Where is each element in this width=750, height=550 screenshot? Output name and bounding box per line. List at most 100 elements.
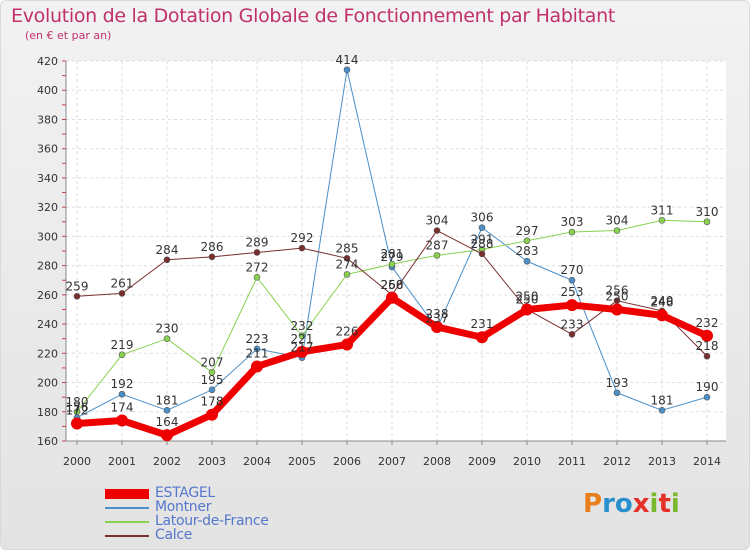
data-point-latour-de-france (298, 332, 306, 340)
data-point-montner (478, 224, 486, 231)
data-point-estagel (566, 299, 578, 312)
data-label-estagel: 246 (651, 295, 674, 309)
legend-item: Calce (105, 527, 345, 544)
data-point-latour-de-france (613, 227, 621, 234)
data-point-estagel (701, 329, 713, 342)
data-point-estagel (386, 291, 398, 304)
data-point-latour-de-france (73, 408, 81, 416)
x-tick-label: 2005 (288, 455, 316, 468)
data-point-calce (163, 256, 171, 264)
logo-letter: t (658, 489, 671, 519)
x-tick-label: 2008 (423, 455, 451, 468)
data-label-montner: 270 (561, 263, 584, 277)
chart-title: Evolution de la Dotation Globale de Fonc… (11, 5, 616, 27)
legend-item: Latour-de-France (105, 513, 345, 530)
data-label-montner: 193 (606, 376, 629, 390)
data-point-estagel (341, 338, 353, 351)
y-tick-label: 420 (37, 55, 58, 68)
data-label-calce: 288 (471, 237, 494, 251)
y-tick-label: 360 (37, 143, 58, 156)
data-label-estagel: 211 (246, 346, 269, 360)
data-point-estagel (116, 414, 128, 427)
data-point-montner (253, 345, 261, 353)
legend-item: ESTAGEL (105, 485, 345, 502)
data-point-estagel (206, 408, 218, 421)
data-label-estagel: 164 (156, 415, 179, 429)
data-label-calce: 259 (66, 279, 89, 293)
y-tick-label: 300 (37, 230, 58, 243)
legend-swatch (105, 489, 149, 499)
data-label-latour-de-france: 310 (696, 205, 719, 219)
data-label-latour-de-france: 219 (111, 338, 134, 352)
data-label-estagel: 231 (471, 317, 494, 331)
data-point-estagel (656, 309, 668, 322)
data-point-calce (118, 290, 126, 297)
data-point-estagel (296, 345, 308, 358)
legend-item: Montner (105, 499, 345, 516)
proxiti-logo: Proxiti (583, 489, 680, 519)
data-label-calce: 285 (336, 241, 359, 255)
data-point-estagel (251, 360, 263, 373)
data-point-latour-de-france (163, 335, 171, 342)
data-label-montner: 181 (156, 393, 179, 407)
data-point-latour-de-france (253, 274, 261, 281)
data-label-latour-de-france: 230 (156, 322, 179, 336)
data-point-latour-de-france (388, 260, 396, 268)
x-tick-label: 2006 (333, 455, 361, 468)
data-point-calce (703, 352, 711, 360)
data-point-montner (208, 386, 216, 394)
x-tick-label: 2003 (198, 455, 226, 468)
x-tick-label: 2014 (693, 455, 721, 468)
data-label-calce: 260 (381, 278, 404, 292)
data-label-latour-de-france: 232 (291, 319, 314, 333)
data-label-calce: 292 (291, 231, 314, 245)
logo-letter: x (632, 489, 650, 519)
legend-swatch (105, 507, 149, 509)
logo-letter: i (649, 489, 659, 519)
data-label-calce: 289 (246, 235, 269, 249)
data-label-montner: 223 (246, 332, 269, 346)
data-point-calce (73, 293, 81, 300)
data-label-montner: 190 (696, 380, 719, 394)
data-point-latour-de-france (208, 369, 216, 376)
data-label-estagel: 253 (561, 285, 584, 299)
data-label-latour-de-france: 272 (246, 260, 269, 274)
data-point-calce (298, 244, 306, 252)
data-label-latour-de-france: 291 (471, 233, 494, 247)
data-label-estagel: 178 (201, 395, 224, 409)
data-label-estagel: 226 (336, 325, 359, 339)
y-tick-label: 160 (37, 435, 58, 448)
data-point-calce (433, 227, 441, 234)
data-point-montner (523, 257, 531, 265)
data-label-latour-de-france: 274 (336, 257, 359, 271)
data-label-estagel: 232 (696, 316, 719, 330)
data-label-latour-de-france: 287 (426, 238, 449, 252)
data-label-montner: 176 (66, 401, 89, 415)
data-point-montner (118, 390, 126, 398)
data-point-calce (208, 253, 216, 261)
x-tick-label: 2001 (108, 455, 136, 468)
legend-swatch (105, 521, 149, 523)
legend-label: Calce (155, 527, 193, 543)
data-label-latour-de-france: 297 (516, 224, 539, 238)
data-point-estagel (161, 429, 173, 442)
y-tick-label: 380 (37, 113, 58, 126)
data-label-montner: 414 (336, 53, 359, 67)
data-label-latour-de-france: 304 (606, 214, 629, 228)
data-label-montner: 306 (471, 211, 494, 225)
x-tick-label: 2012 (603, 455, 631, 468)
legend-label: Montner (155, 499, 212, 515)
data-point-latour-de-france (118, 351, 126, 359)
data-point-latour-de-france (433, 252, 441, 259)
data-label-estagel: 174 (111, 401, 134, 415)
data-label-estagel: 250 (516, 289, 539, 303)
x-tick-label: 2002 (153, 455, 181, 468)
data-label-latour-de-france: 303 (561, 215, 584, 229)
data-label-calce: 218 (696, 339, 719, 353)
y-tick-label: 340 (37, 172, 58, 185)
data-point-latour-de-france (658, 217, 666, 224)
data-point-calce (253, 249, 261, 256)
logo-letter: i (670, 489, 680, 519)
data-point-estagel (476, 331, 488, 344)
data-point-montner (568, 276, 576, 284)
